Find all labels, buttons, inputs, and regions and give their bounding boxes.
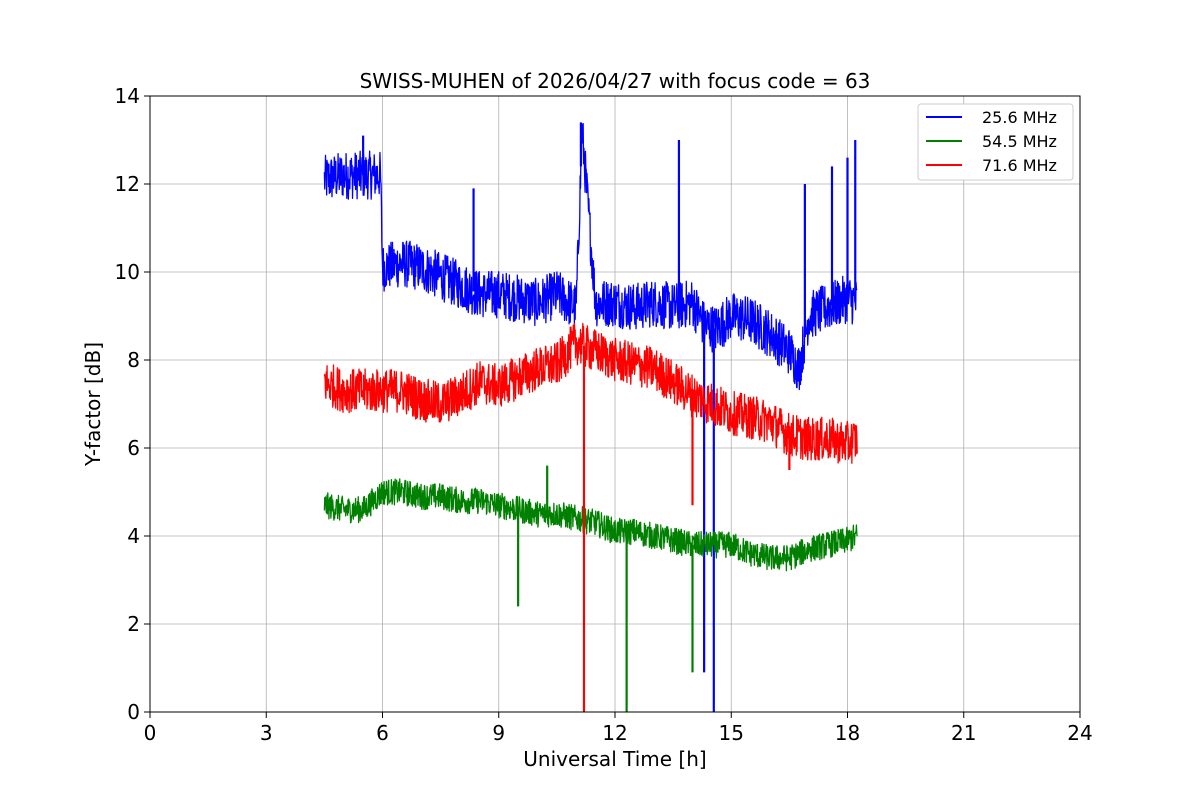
y-axis-label: Y-factor [dB] bbox=[81, 342, 105, 467]
y-tick-label: 4 bbox=[127, 524, 140, 548]
y-tick-label: 14 bbox=[115, 84, 140, 108]
x-tick-label: 6 bbox=[376, 721, 389, 745]
x-tick-label: 9 bbox=[492, 721, 505, 745]
series-line bbox=[323, 123, 858, 391]
y-tick-label: 0 bbox=[127, 700, 140, 724]
x-tick-label: 12 bbox=[602, 721, 627, 745]
x-tick-label: 24 bbox=[1067, 721, 1092, 745]
y-tick-label: 10 bbox=[115, 260, 140, 284]
x-tick-label: 3 bbox=[260, 721, 273, 745]
y-tick-label: 8 bbox=[127, 348, 140, 372]
series-line bbox=[323, 322, 858, 464]
x-tick-label: 15 bbox=[719, 721, 744, 745]
legend-box bbox=[917, 103, 1074, 181]
series-line bbox=[323, 478, 858, 572]
chart-title: SWISS-MUHEN of 2026/04/27 with focus cod… bbox=[360, 69, 871, 93]
y-tick-label: 6 bbox=[127, 436, 140, 460]
legend-entry-71-6: 71.6 MHz bbox=[982, 156, 1057, 175]
x-tick-label: 21 bbox=[951, 721, 976, 745]
legend: 25.6 MHz 54.5 MHz 71.6 MHz bbox=[917, 103, 1074, 181]
legend-entry-25-6: 25.6 MHz bbox=[982, 108, 1057, 127]
x-tick-label: 0 bbox=[144, 721, 157, 745]
x-tick-label: 18 bbox=[835, 721, 860, 745]
y-tick-label: 2 bbox=[127, 612, 140, 636]
plot-series bbox=[323, 122, 858, 712]
y-tick-label: 12 bbox=[115, 172, 140, 196]
x-axis-label: Universal Time [h] bbox=[523, 747, 706, 771]
legend-entry-54-5: 54.5 MHz bbox=[982, 132, 1057, 151]
